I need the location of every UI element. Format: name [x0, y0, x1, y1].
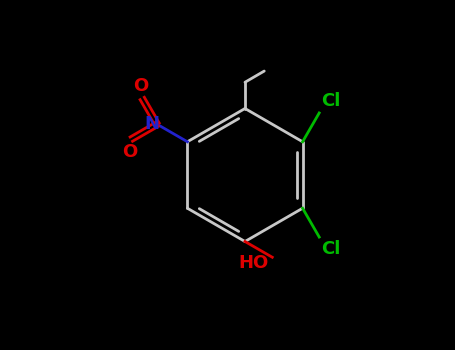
Text: Cl: Cl [321, 92, 340, 110]
Text: Cl: Cl [321, 240, 340, 258]
Text: O: O [133, 77, 148, 95]
Text: N: N [144, 114, 159, 133]
Text: O: O [122, 143, 137, 161]
Text: HO: HO [238, 253, 268, 272]
